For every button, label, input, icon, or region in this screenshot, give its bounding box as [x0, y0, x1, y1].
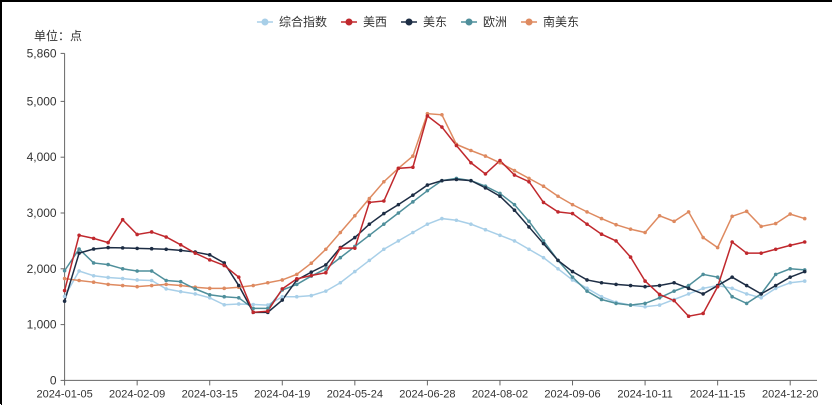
svg-text:美东: 美东 [423, 15, 447, 29]
svg-text:3,000: 3,000 [27, 206, 57, 220]
svg-text:2024-09-06: 2024-09-06 [544, 388, 600, 400]
svg-text:4,000: 4,000 [27, 150, 57, 164]
svg-text:2024-05-24: 2024-05-24 [327, 388, 383, 400]
svg-text:2024-04-19: 2024-04-19 [254, 388, 310, 400]
svg-text:南美东: 南美东 [543, 14, 579, 29]
svg-text:2024-03-15: 2024-03-15 [182, 388, 238, 400]
svg-text:5,000: 5,000 [27, 94, 57, 108]
svg-text:欧洲: 欧洲 [483, 15, 507, 29]
svg-text:2024-10-11: 2024-10-11 [617, 388, 672, 400]
svg-text:2024-08-02: 2024-08-02 [472, 388, 528, 400]
svg-text:5,860: 5,860 [27, 46, 57, 60]
svg-text:2,000: 2,000 [27, 262, 57, 276]
svg-text:1,000: 1,000 [27, 318, 57, 332]
svg-text:2024-06-28: 2024-06-28 [399, 388, 455, 400]
svg-text:2024-01-05: 2024-01-05 [36, 388, 92, 400]
svg-text:2024-02-09: 2024-02-09 [109, 388, 165, 400]
svg-text:美西: 美西 [363, 15, 387, 29]
svg-text:2024-11-15: 2024-11-15 [690, 388, 745, 400]
svg-text:0: 0 [50, 373, 57, 387]
svg-text:综合指数: 综合指数 [279, 14, 327, 29]
svg-text:2024-12-20: 2024-12-20 [762, 388, 818, 400]
